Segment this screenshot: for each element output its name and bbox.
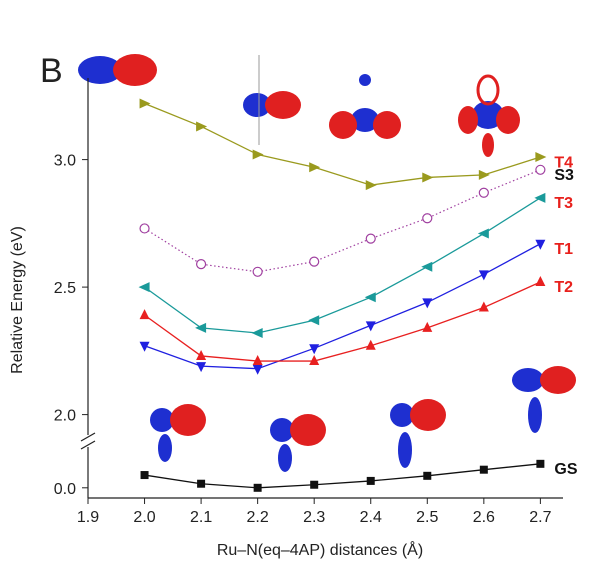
- data-point: [477, 228, 489, 239]
- data-point: [421, 261, 433, 272]
- x-tick-label: 2.6: [473, 509, 495, 526]
- data-point: [365, 180, 377, 191]
- data-point: [310, 480, 319, 489]
- orbital-image: [458, 74, 520, 157]
- data-point: [197, 479, 206, 488]
- x-tick-label: 1.9: [77, 509, 99, 526]
- data-point: [422, 298, 433, 309]
- data-point: [139, 309, 150, 320]
- data-point: [478, 169, 490, 180]
- data-point: [534, 192, 546, 203]
- series-line: [144, 197, 541, 334]
- series-label: T2: [554, 279, 573, 296]
- series-label: GS: [554, 461, 577, 478]
- series-label: T4: [554, 154, 573, 171]
- series-line: [144, 102, 541, 186]
- x-tick-label: 2.7: [529, 509, 551, 526]
- data-point: [536, 459, 545, 468]
- y-tick-label: 2.0: [54, 408, 76, 425]
- orbital-image: [390, 399, 446, 468]
- series-line: [144, 243, 541, 370]
- data-point: [252, 266, 263, 277]
- orbital-image: [512, 366, 576, 433]
- data-point: [309, 344, 320, 355]
- series-label: S3: [554, 167, 574, 184]
- data-point: [478, 187, 489, 198]
- data-point: [423, 471, 432, 480]
- x-tick-label: 2.1: [190, 509, 212, 526]
- series-line: [144, 169, 541, 273]
- series-label: T1: [554, 241, 573, 258]
- data-point: [253, 483, 262, 492]
- orbital-image: [150, 404, 206, 462]
- axis-break: [80, 440, 96, 450]
- data-point: [139, 223, 150, 234]
- data-point: [365, 321, 376, 332]
- data-point: [478, 270, 489, 281]
- data-point: [139, 341, 150, 352]
- data-point: [422, 172, 434, 183]
- data-point: [251, 328, 263, 338]
- orbital-image: [329, 74, 401, 139]
- data-point: [140, 471, 149, 480]
- data-point: [252, 364, 263, 375]
- data-point: [252, 149, 264, 160]
- data-point: [479, 465, 488, 474]
- data-point: [252, 355, 263, 366]
- series-label: T3: [554, 195, 573, 212]
- x-tick-label: 2.5: [416, 509, 438, 526]
- orbital-image: [78, 54, 157, 86]
- y-tick-label: 2.5: [54, 280, 76, 297]
- data-point: [196, 362, 207, 373]
- data-point: [195, 259, 207, 270]
- data-point: [365, 233, 376, 244]
- data-point: [309, 256, 320, 267]
- series-line: [144, 281, 541, 362]
- data-point: [478, 301, 489, 312]
- data-point: [422, 213, 433, 224]
- data-point: [366, 476, 375, 485]
- molecule-illustrations: [78, 54, 576, 472]
- series-line: [144, 463, 541, 489]
- x-tick-label: 2.4: [360, 509, 382, 526]
- data-point: [309, 162, 321, 173]
- data-point: [196, 349, 207, 360]
- x-tick-label: 2.2: [247, 509, 269, 526]
- data-point: [196, 121, 208, 132]
- y-tick-label: 3.0: [54, 153, 76, 170]
- data-point: [139, 98, 151, 109]
- data-point: [308, 315, 320, 326]
- data-point: [535, 152, 547, 163]
- orbital-image: [270, 414, 326, 472]
- data-point: [138, 282, 150, 293]
- orbital-image: [243, 55, 301, 145]
- data-point: [535, 276, 546, 286]
- data-point: [195, 322, 207, 333]
- y-axis-label: Relative Energy (eV): [9, 226, 26, 374]
- y-tick-label: 0.0: [54, 481, 76, 498]
- x-tick-label: 2.0: [133, 509, 155, 526]
- data-point: [309, 355, 320, 366]
- data-point: [535, 164, 546, 175]
- data-point: [365, 339, 376, 350]
- panel-label: B: [40, 52, 63, 90]
- axis-break: [80, 432, 96, 442]
- data-point: [364, 292, 376, 303]
- data-point: [422, 321, 433, 332]
- data-point: [535, 239, 546, 250]
- x-tick-label: 2.3: [303, 509, 325, 526]
- x-axis-label: Ru–N(eq–4AP) distances (Å): [217, 540, 423, 559]
